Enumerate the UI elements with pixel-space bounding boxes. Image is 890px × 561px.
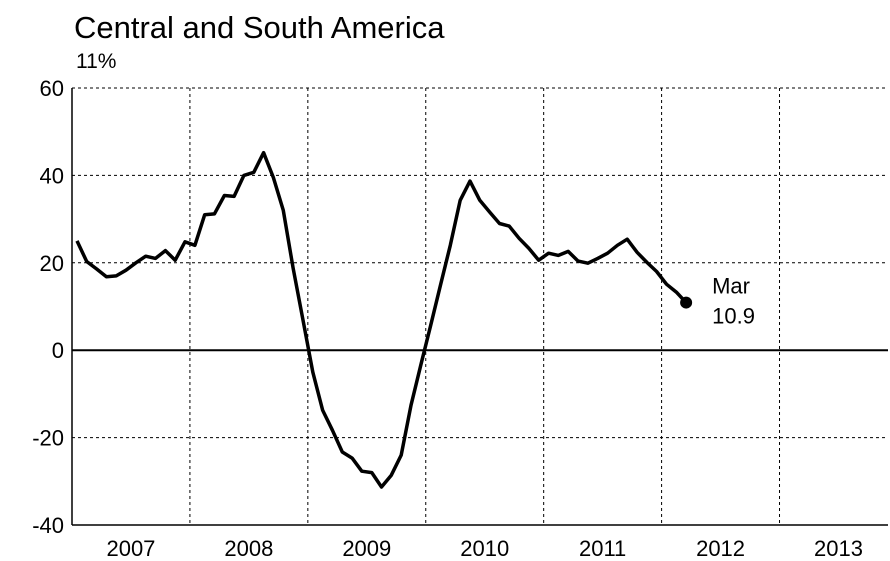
x-tick-label: 2012 <box>696 536 745 561</box>
y-tick-label: 20 <box>40 251 64 276</box>
chart-title: Central and South America <box>74 10 445 45</box>
x-tick-label: 2009 <box>342 536 391 561</box>
line-series <box>75 150 688 489</box>
end-point <box>680 296 693 309</box>
x-tick-label: 2008 <box>224 536 273 561</box>
end-value-label: 10.9 <box>712 304 755 329</box>
y-tick-label: 0 <box>52 338 64 363</box>
y-tick-label: -40 <box>32 513 64 538</box>
y-tick-label: 40 <box>40 163 64 188</box>
x-tick-label: 2013 <box>814 536 863 561</box>
y-tick-label: -20 <box>32 426 64 451</box>
x-tick-label: 2007 <box>106 536 155 561</box>
chart-subtitle: 11% <box>76 50 116 73</box>
x-tick-label: 2010 <box>460 536 509 561</box>
y-tick-label: 60 <box>40 76 64 101</box>
x-tick-label: 2011 <box>579 536 626 561</box>
end-label: Mar <box>712 274 750 299</box>
